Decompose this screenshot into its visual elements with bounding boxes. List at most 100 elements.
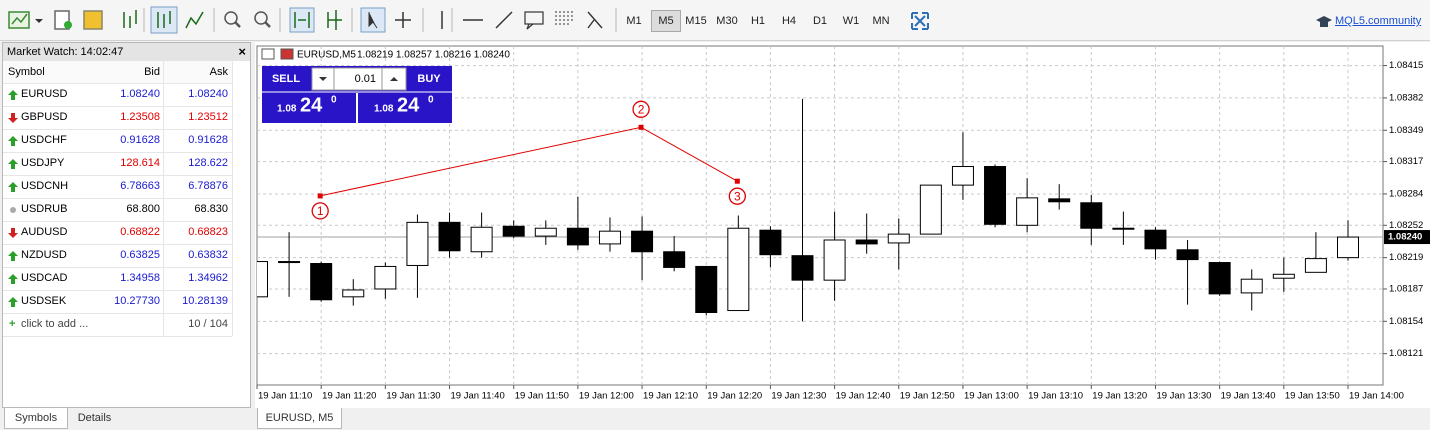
y-tick-label: 1.08187 xyxy=(1389,283,1423,294)
anchor-badge xyxy=(632,100,650,118)
bid: 6.78663 xyxy=(120,180,160,192)
candle-body xyxy=(598,230,621,245)
timeframe-button[interactable]: D1 xyxy=(812,15,828,27)
chart-icon xyxy=(261,48,275,60)
annotations: 1 2 3 xyxy=(311,100,746,220)
x-tick-label: 19 Jan 13:20 xyxy=(1092,391,1147,402)
symbol-row[interactable]: NZDUSD 0.63825 0.63832 xyxy=(3,244,232,268)
timeframe-button[interactable]: H1 xyxy=(750,15,766,27)
timeframe-button[interactable]: M1 xyxy=(626,15,642,27)
trend-icon xyxy=(8,228,18,238)
symbol-row[interactable]: USDRUB 68.800 68.830 xyxy=(3,198,232,222)
x-tick-label: 19 Jan 13:30 xyxy=(1156,391,1211,402)
bid-sup: 0 xyxy=(331,95,337,106)
candle-body xyxy=(855,239,878,245)
y-tick-label: 1.08415 xyxy=(1389,60,1423,71)
arrow-down xyxy=(8,113,18,123)
buy-button[interactable]: BUY xyxy=(417,73,441,85)
candle-body xyxy=(791,255,814,281)
ask: 0.63832 xyxy=(188,249,228,261)
symbol-row[interactable]: USDSEK 10.27730 10.28139 xyxy=(3,290,232,314)
candle-body xyxy=(502,225,525,237)
ask: 128.622 xyxy=(188,157,228,169)
ask: 1.34962 xyxy=(188,272,228,284)
timeframe-button[interactable]: M5 xyxy=(651,10,681,32)
x-tick-label: 19 Jan 12:20 xyxy=(707,391,762,402)
ask: 0.68823 xyxy=(188,226,228,238)
candle-body xyxy=(566,227,589,246)
bid: 1.23508 xyxy=(120,111,160,123)
y-tick-label: 1.08349 xyxy=(1389,125,1423,136)
symbol-row[interactable]: USDJPY 128.614 128.622 xyxy=(3,152,232,176)
x-tick-label: 19 Jan 13:10 xyxy=(1028,391,1083,402)
timeframe-button[interactable]: W1 xyxy=(842,15,860,27)
chart-tab[interactable]: EURUSD, M5 xyxy=(257,408,342,429)
trend-icon xyxy=(8,90,18,100)
candle-body xyxy=(406,221,429,266)
candle-body xyxy=(374,265,397,290)
fullscreen-icon[interactable] xyxy=(910,11,930,31)
community-link[interactable]: MQL5.community xyxy=(1335,15,1422,27)
symbol: USDJPY xyxy=(21,157,65,169)
timeframe-button[interactable]: MN xyxy=(872,15,890,27)
ask: 10.28139 xyxy=(182,295,228,307)
symbol-row[interactable]: USDCHF 0.91628 0.91628 xyxy=(3,129,232,153)
candle-body xyxy=(257,261,268,298)
tab[interactable]: Symbols xyxy=(4,408,68,429)
candle-body xyxy=(919,184,942,235)
symbol-row[interactable]: GBPUSD 1.23508 1.23512 xyxy=(3,106,232,130)
symbol-row[interactable]: AUDUSD 0.68822 0.68823 xyxy=(3,221,232,245)
symbol-count: 10 / 104 xyxy=(188,318,228,330)
sell-button[interactable]: SELL xyxy=(272,73,300,85)
candle-body xyxy=(1112,227,1135,230)
candle-body xyxy=(1176,249,1199,261)
arrow-up xyxy=(8,251,18,261)
anchor-point xyxy=(638,124,644,130)
candle-body xyxy=(759,229,782,256)
dot xyxy=(10,207,16,213)
candle-body xyxy=(1048,198,1071,203)
community-icon xyxy=(1316,16,1332,27)
timeframe-button[interactable]: M15 xyxy=(685,15,707,27)
x-tick-label: 19 Jan 12:30 xyxy=(771,391,826,402)
tab[interactable]: Details xyxy=(77,412,112,424)
y-tick-label: 1.08382 xyxy=(1389,92,1423,103)
column-title: Bid xyxy=(144,66,160,78)
symbol-row[interactable]: EURUSD 1.08240 1.08240 xyxy=(3,83,232,107)
trend-icon xyxy=(8,274,18,284)
x-tick-label: 19 Jan 11:30 xyxy=(386,391,440,402)
x-tick-label: 19 Jan 12:00 xyxy=(579,391,634,402)
bid: 128.614 xyxy=(120,157,160,169)
arrow-up xyxy=(8,159,18,169)
y-tick-label: 1.08121 xyxy=(1389,348,1423,359)
symbol: EURUSD xyxy=(21,88,68,100)
candle-body xyxy=(438,221,461,252)
anchor-point xyxy=(317,193,323,199)
trend-icon xyxy=(8,159,18,169)
candle-body xyxy=(951,166,974,186)
add-row[interactable]: + click to add ... 10 / 104 xyxy=(3,313,232,337)
symbol: USDCNH xyxy=(21,180,69,192)
x-tick-label: 19 Jan 11:10 xyxy=(258,391,312,402)
candle-body xyxy=(663,251,686,268)
timeframe-button[interactable]: M30 xyxy=(716,15,738,27)
column-divider xyxy=(163,61,164,336)
x-tick-label: 19 Jan 13:40 xyxy=(1221,391,1276,402)
anchor-badge xyxy=(311,202,329,220)
candle-body xyxy=(887,233,910,244)
anchor-label: 1 xyxy=(317,204,324,218)
axes: 1.084151.083821.083491.083171.082841.082… xyxy=(256,60,1430,402)
candle-body xyxy=(534,227,557,237)
y-tick-label: 1.08219 xyxy=(1389,252,1423,263)
close-button[interactable]: × xyxy=(238,44,246,59)
x-tick-label: 19 Jan 14:00 xyxy=(1349,391,1404,402)
candle-body xyxy=(310,263,333,301)
candles xyxy=(257,98,1359,322)
symbol-row[interactable]: USDCNH 6.78663 6.78876 xyxy=(3,175,232,199)
bid: 10.27730 xyxy=(114,295,160,307)
symbol-row[interactable]: USDCAD 1.34958 1.34962 xyxy=(3,267,232,291)
timeframe-button[interactable]: H4 xyxy=(781,15,797,27)
trend-icon xyxy=(8,182,18,192)
ask-sup: 0 xyxy=(428,95,434,106)
